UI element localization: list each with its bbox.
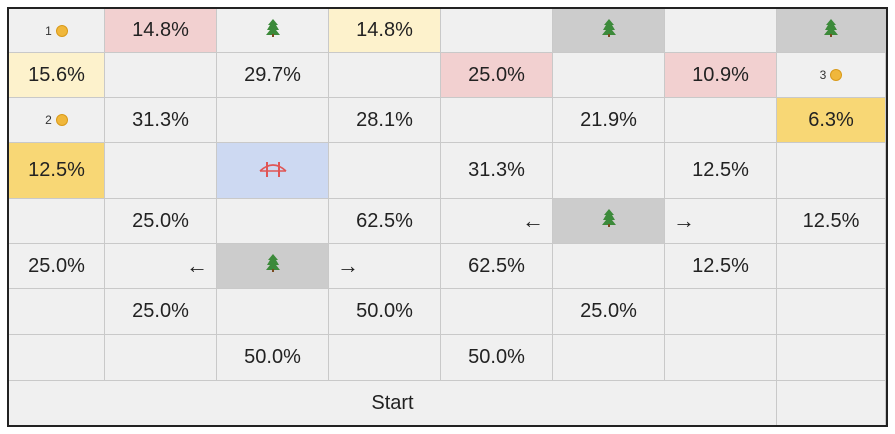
coin-number: 3 bbox=[819, 68, 827, 82]
tree-icon bbox=[265, 18, 280, 43]
empty-cell[interactable] bbox=[217, 199, 329, 244]
probability-cell[interactable]: 25.0% bbox=[553, 289, 665, 335]
empty-cell[interactable] bbox=[777, 244, 886, 289]
empty-cell[interactable] bbox=[665, 98, 777, 143]
empty-cell[interactable] bbox=[329, 53, 441, 98]
right-arrow-cell[interactable]: → bbox=[329, 244, 441, 289]
probability-cell[interactable]: 28.1% bbox=[329, 98, 441, 143]
arrow-right-icon: → bbox=[337, 253, 359, 278]
right-arrow-cell[interactable]: → bbox=[665, 199, 777, 244]
arrow-right-icon: → bbox=[673, 208, 695, 233]
probability-cell[interactable]: 12.5% bbox=[9, 143, 105, 199]
probability-cell[interactable]: 14.8% bbox=[105, 9, 217, 53]
coin-icon bbox=[55, 24, 68, 37]
empty-cell[interactable] bbox=[105, 335, 217, 381]
probability-cell[interactable]: 50.0% bbox=[329, 289, 441, 335]
empty-cell[interactable] bbox=[441, 289, 553, 335]
probability-cell[interactable]: 25.0% bbox=[441, 53, 553, 98]
empty-cell[interactable] bbox=[329, 335, 441, 381]
coin-icon bbox=[830, 69, 843, 81]
empty-cell[interactable] bbox=[665, 9, 777, 53]
empty-cell[interactable] bbox=[777, 289, 886, 335]
probability-cell[interactable]: 12.5% bbox=[777, 199, 886, 244]
empty-cell[interactable] bbox=[217, 98, 329, 143]
empty-cell[interactable] bbox=[441, 9, 553, 53]
tree-cell[interactable] bbox=[777, 9, 886, 53]
probability-cell[interactable]: 10.9% bbox=[665, 53, 777, 98]
empty-cell[interactable] bbox=[777, 335, 886, 381]
left-arrow-cell[interactable]: ← bbox=[441, 199, 553, 244]
probability-cell[interactable]: 25.0% bbox=[9, 244, 105, 289]
probability-cell[interactable]: 31.3% bbox=[105, 98, 217, 143]
empty-cell[interactable] bbox=[105, 143, 217, 199]
tree-icon bbox=[824, 18, 838, 43]
game-board: 1 14.8% 14.8% 15.6% 29.7% 25.0% 10.9% 3 2 31.3% 28… bbox=[7, 7, 888, 427]
empty-cell[interactable] bbox=[553, 244, 665, 289]
empty-cell[interactable] bbox=[441, 98, 553, 143]
empty-cell[interactable] bbox=[553, 53, 665, 98]
probability-cell[interactable]: 50.0% bbox=[217, 335, 329, 381]
coin-number: 2 bbox=[45, 113, 52, 127]
probability-cell[interactable]: 31.3% bbox=[441, 143, 553, 199]
empty-cell[interactable] bbox=[105, 53, 217, 98]
arrow-left-icon: ← bbox=[522, 208, 544, 233]
probability-cell[interactable]: 62.5% bbox=[441, 244, 553, 289]
arrow-left-icon: ← bbox=[186, 253, 208, 278]
empty-cell[interactable] bbox=[329, 143, 441, 199]
tree-icon bbox=[601, 209, 616, 233]
empty-cell[interactable] bbox=[553, 335, 665, 381]
coin-cell[interactable]: 1 bbox=[9, 9, 105, 53]
probability-cell[interactable]: 14.8% bbox=[329, 9, 441, 53]
empty-cell[interactable] bbox=[9, 199, 105, 244]
probability-cell[interactable]: 29.7% bbox=[217, 53, 329, 98]
empty-cell[interactable] bbox=[665, 335, 777, 381]
start-cell[interactable]: Start bbox=[9, 381, 777, 425]
bridge-cell[interactable] bbox=[217, 143, 329, 199]
coin-cell[interactable]: 2 bbox=[9, 98, 105, 143]
coin-icon bbox=[55, 114, 68, 126]
tree-cell[interactable] bbox=[553, 9, 665, 53]
tree-cell[interactable] bbox=[217, 244, 329, 289]
tree-icon bbox=[601, 18, 616, 43]
coin-number: 1 bbox=[45, 23, 52, 38]
empty-cell[interactable] bbox=[665, 289, 777, 335]
tree-icon bbox=[265, 254, 280, 278]
probability-cell[interactable]: 6.3% bbox=[777, 98, 886, 143]
left-arrow-cell[interactable]: ← bbox=[105, 244, 217, 289]
tree-cell[interactable] bbox=[217, 9, 329, 53]
empty-cell[interactable] bbox=[777, 143, 886, 199]
probability-cell[interactable]: 50.0% bbox=[441, 335, 553, 381]
probability-cell[interactable]: 12.5% bbox=[665, 244, 777, 289]
bridge-icon bbox=[258, 157, 288, 185]
coin-cell[interactable]: 3 bbox=[777, 53, 886, 98]
empty-cell[interactable] bbox=[9, 335, 105, 381]
empty-cell[interactable] bbox=[9, 289, 105, 335]
empty-cell[interactable] bbox=[777, 381, 886, 425]
probability-cell[interactable]: 21.9% bbox=[553, 98, 665, 143]
probability-cell[interactable]: 25.0% bbox=[105, 289, 217, 335]
probability-cell[interactable]: 62.5% bbox=[329, 199, 441, 244]
empty-cell[interactable] bbox=[553, 143, 665, 199]
empty-cell[interactable] bbox=[217, 289, 329, 335]
probability-cell[interactable]: 12.5% bbox=[665, 143, 777, 199]
tree-cell[interactable] bbox=[553, 199, 665, 244]
probability-cell[interactable]: 25.0% bbox=[105, 199, 217, 244]
probability-cell[interactable]: 15.6% bbox=[9, 53, 105, 98]
